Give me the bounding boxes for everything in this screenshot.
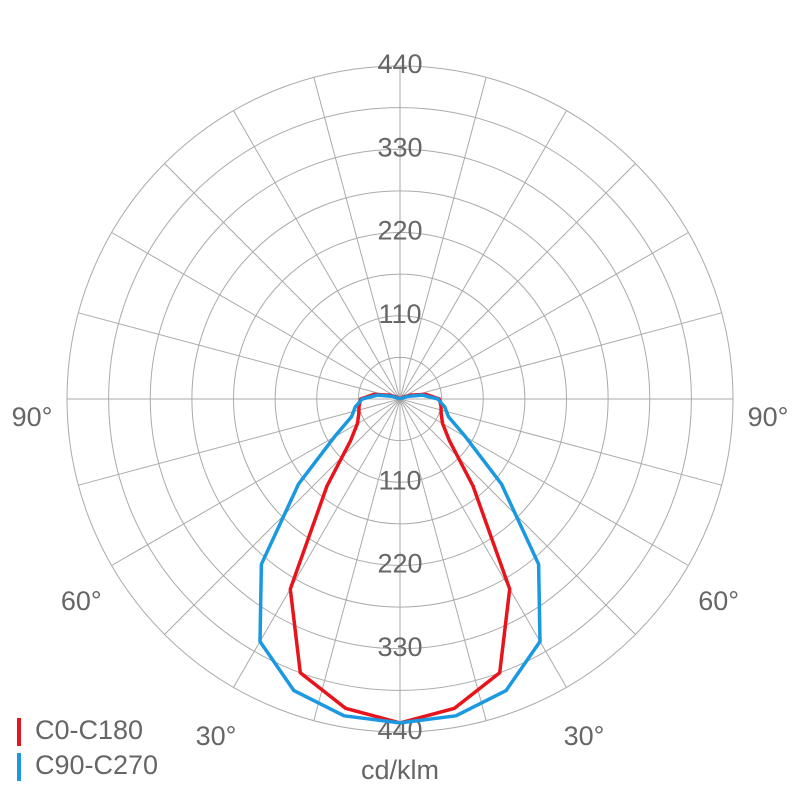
angle-tick-label: 60° [698,586,739,616]
r-tick-label: 330 [377,132,422,162]
series-line [399,393,542,725]
angle-tick-label: 90° [748,402,789,432]
angle-tick-label: 90° [12,402,53,432]
r-tick-label: 330 [377,632,422,662]
r-tick-label: 220 [377,549,422,579]
r-tick-label: 110 [378,465,421,495]
series-line [258,393,401,725]
angle-tick-label: 60° [61,586,102,616]
unit-label: cd/klm [361,755,439,785]
angle-tick-label: 30° [196,721,237,751]
legend-label: C0-C180 [35,715,143,745]
r-tick-label: 110 [378,299,421,329]
r-tick-label: 440 [377,49,422,79]
legend-label: C90-C270 [35,750,158,780]
r-tick-label: 220 [377,216,422,246]
angle-tick-label: 30° [564,721,605,751]
